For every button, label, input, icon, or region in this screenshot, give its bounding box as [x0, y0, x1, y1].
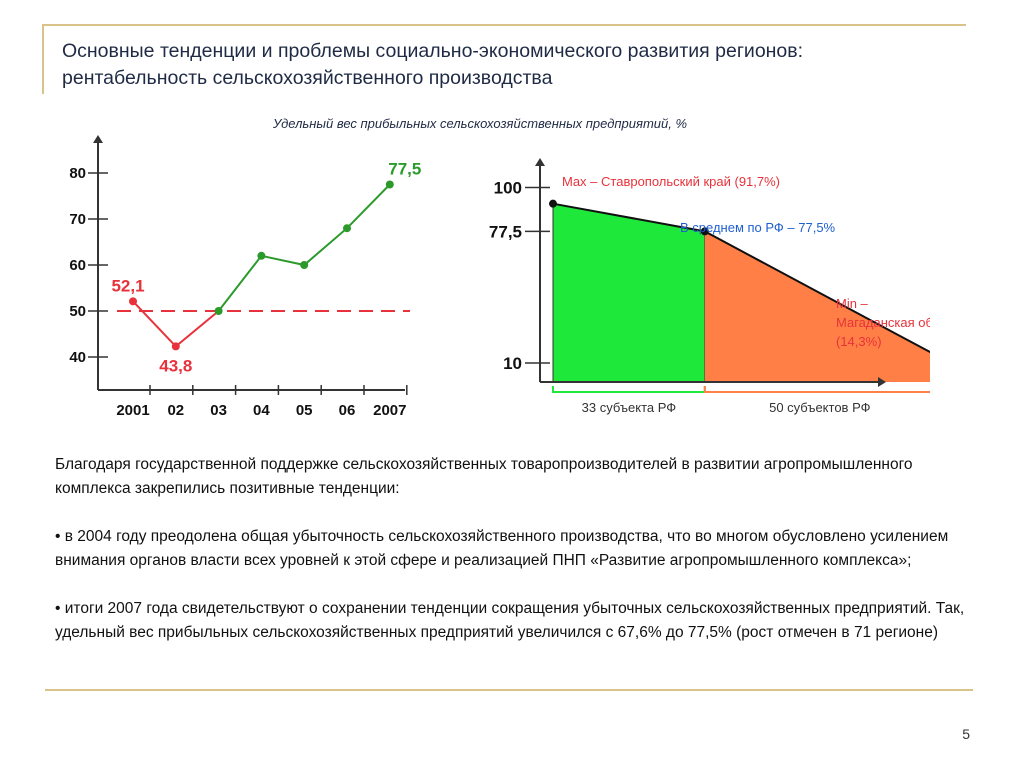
y-tick-label: 100	[494, 179, 522, 198]
intro-paragraph: Благодаря государственной поддержке сель…	[55, 456, 913, 497]
y-tick-label: 50	[69, 303, 86, 320]
x-axis-arrow	[878, 377, 886, 387]
data-point	[700, 227, 709, 236]
data-label: 43,8	[159, 356, 192, 375]
min-annotation-line-2: Магаданская обл.	[836, 315, 930, 330]
x-tick-label: 06	[339, 402, 356, 419]
data-point	[129, 297, 137, 306]
x-tick-label: 03	[210, 402, 227, 419]
area-chart: 100 77,5 10 33 субъекта РФ 50 субъектов РФ Ma…	[489, 158, 930, 415]
line-chart: 40 50 60 70 80 2001 02 03 04 05 06 2007 52,1 43,8 77,5	[69, 135, 421, 419]
bullet-item-1: • в 2004 году преодолена общая убыточнос…	[55, 528, 949, 569]
bottom-rule	[45, 689, 973, 691]
body-text: Благодаря государственной поддержке сель…	[55, 453, 990, 645]
x-tick-label: 02	[167, 402, 184, 419]
data-label: 52,1	[111, 276, 144, 295]
slide-title: Основные тенденции и проблемы социально-…	[62, 38, 992, 92]
x-tick-label: 04	[253, 402, 270, 419]
x-tick-label: 2007	[373, 402, 406, 419]
y-axis-arrow	[93, 135, 103, 143]
area-orange	[704, 231, 930, 382]
min-annotation-line-1: Min –	[836, 296, 869, 311]
group-label: 33 субъекта РФ	[582, 400, 677, 415]
bullet-item-2: • итоги 2007 года свидетельствуют о сохр…	[55, 600, 965, 641]
data-point	[300, 261, 309, 269]
data-point	[385, 180, 394, 189]
title-line-1: Основные тенденции и проблемы социально-…	[62, 40, 804, 62]
top-rule	[42, 24, 966, 26]
y-tick-label: 10	[503, 354, 522, 373]
data-label: 77,5	[388, 160, 421, 179]
y-tick-label: 60	[69, 257, 86, 274]
data-point	[549, 199, 557, 208]
series-line-green	[217, 183, 391, 312]
x-tick-label: 2001	[116, 402, 149, 419]
chart-subtitle: Удельный вес прибыльных сельскохозяйстве…	[272, 116, 688, 131]
y-tick-label: 77,5	[489, 222, 522, 241]
title-line-2: рентабельность сельскохозяйственного про…	[62, 67, 553, 89]
group-label: 50 субъектов РФ	[769, 400, 871, 415]
x-tick-label: 05	[296, 402, 313, 419]
data-point	[343, 224, 351, 233]
bullet-text-1: в 2004 году преодолена общая убыточность…	[55, 528, 949, 569]
left-rule	[42, 24, 44, 94]
page-number: 5	[962, 726, 970, 742]
y-tick-label: 80	[69, 165, 86, 182]
min-annotation-line-3: (14,3%)	[836, 334, 882, 349]
y-axis-arrow	[535, 158, 545, 166]
max-annotation: Max – Ставропольский край (91,7%)	[562, 174, 780, 189]
group-bracket	[703, 386, 930, 393]
data-point	[171, 342, 180, 351]
data-point	[214, 307, 223, 315]
y-tick-label: 70	[69, 211, 86, 228]
group-bracket	[552, 386, 706, 393]
data-point	[257, 251, 266, 260]
bullet-text-2: итоги 2007 года свидетельствуют о сохран…	[55, 600, 965, 641]
series-line-red	[132, 300, 220, 348]
avg-annotation: В среднем по РФ – 77,5%	[680, 220, 836, 235]
y-tick-label: 40	[69, 349, 86, 366]
